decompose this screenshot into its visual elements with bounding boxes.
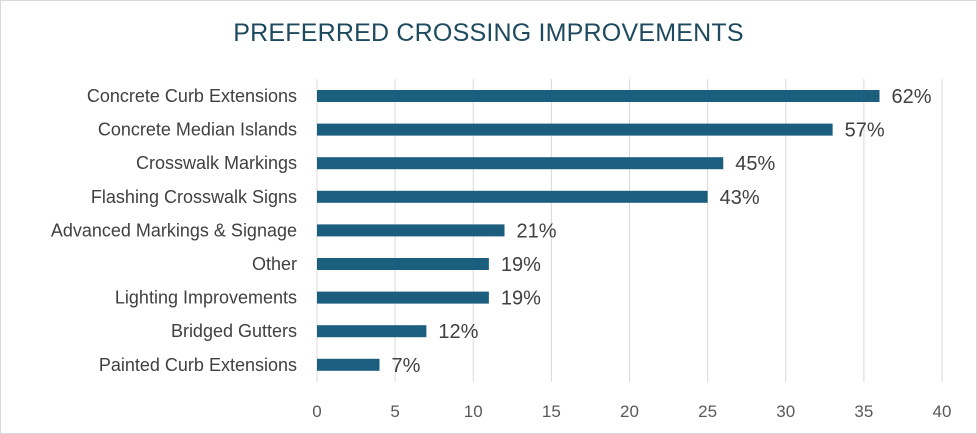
- category-label: Crosswalk Markings: [136, 153, 297, 173]
- data-label: 21%: [517, 220, 557, 242]
- data-label: 7%: [392, 355, 421, 377]
- x-tick-label: 20: [620, 402, 639, 421]
- bar-1: [317, 123, 833, 136]
- x-tick-label: 35: [854, 402, 873, 421]
- bar-4: [317, 224, 505, 237]
- x-tick-label: 0: [312, 402, 321, 421]
- category-label: Lighting Improvements: [115, 288, 297, 308]
- data-label: 19%: [501, 254, 541, 276]
- category-label: Concrete Curb Extensions: [87, 86, 297, 106]
- data-label: 57%: [845, 120, 885, 142]
- category-label: Concrete Median Islands: [98, 120, 297, 140]
- category-label: Flashing Crosswalk Signs: [91, 187, 297, 207]
- category-label: Other: [252, 254, 297, 274]
- bar-7: [317, 325, 427, 338]
- data-label: 45%: [735, 153, 775, 175]
- x-tick-label: 5: [390, 402, 399, 421]
- chart-title: PREFERRED CROSSING IMPROVEMENTS: [233, 19, 744, 47]
- bar-3: [317, 190, 708, 203]
- data-label: 12%: [438, 321, 478, 343]
- bar-8: [317, 358, 380, 371]
- bar-0: [317, 90, 880, 102]
- x-tick-label: 40: [933, 402, 952, 421]
- data-label: 19%: [501, 288, 541, 310]
- data-label: 43%: [720, 187, 760, 209]
- x-tick-label: 25: [698, 402, 717, 421]
- data-label: 62%: [892, 86, 932, 108]
- x-tick-label: 30: [776, 402, 795, 421]
- bar-5: [317, 258, 489, 270]
- category-label: Painted Curb Extensions: [99, 355, 297, 375]
- bar-2: [317, 157, 724, 170]
- bar-6: [317, 291, 489, 304]
- x-tick-label: 15: [542, 402, 561, 421]
- x-tick-label: 10: [464, 402, 483, 421]
- category-label: Advanced Markings & Signage: [51, 220, 297, 240]
- category-label: Bridged Gutters: [171, 321, 297, 341]
